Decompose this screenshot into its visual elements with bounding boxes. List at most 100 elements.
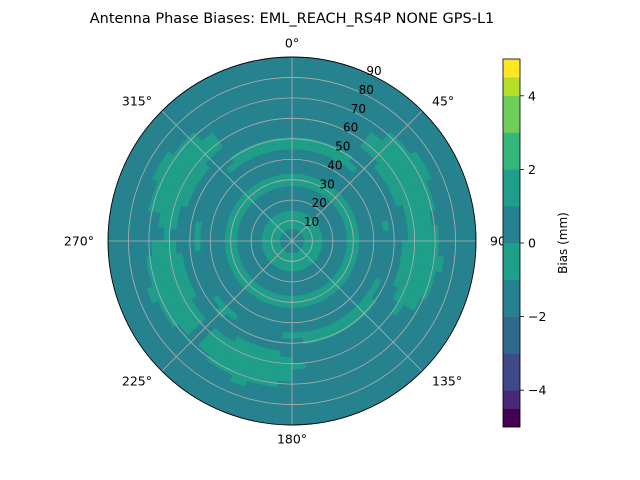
contour-cell [181, 229, 189, 242]
colorbar-level [502, 353, 521, 391]
contour-cell [285, 289, 293, 297]
colorbar-label: Bias (mm) [556, 212, 570, 274]
contour-cell [419, 226, 428, 242]
contour-cell [291, 130, 304, 138]
contour-cell [284, 301, 293, 309]
contour-cell [150, 225, 159, 242]
contour-cell [276, 93, 293, 102]
contour-cell [352, 233, 360, 242]
contour-cell [236, 234, 244, 242]
contour-cell [401, 240, 409, 254]
contour-cell [132, 240, 140, 259]
contour-cell [281, 142, 293, 150]
contour-cell [291, 160, 301, 169]
contour-cell [431, 240, 440, 257]
colorbar-tick-label: 2 [528, 162, 536, 177]
colorbar-tick-label: −2 [528, 309, 546, 324]
contour-cell [169, 227, 177, 242]
colorbar-level [502, 206, 521, 244]
contour-cell [199, 240, 207, 251]
contour-cell [236, 240, 244, 248]
angular-tick-label: 315° [122, 93, 152, 108]
contour-cell [291, 356, 306, 364]
contour-cell [389, 229, 397, 242]
contour-cell [401, 228, 409, 242]
contour-cell [370, 231, 379, 242]
contour-cell [280, 338, 293, 346]
contour-cell [340, 240, 348, 248]
radial-tick-label: 90 [366, 64, 381, 78]
contour-cell [181, 240, 189, 253]
contour-cell [291, 313, 301, 322]
contour-cell [274, 393, 293, 401]
contour-cell [199, 231, 207, 242]
contour-cell [328, 236, 336, 242]
colorbar-tick-label: −4 [528, 383, 546, 398]
colorbar-level [502, 58, 521, 78]
contour-cell [291, 154, 302, 163]
contour-cell [282, 148, 293, 156]
contour-cell [291, 136, 304, 144]
contour-cell [291, 271, 297, 279]
radial-tick-label: 20 [312, 196, 327, 210]
contour-cell [291, 81, 310, 89]
contour-cell [280, 344, 293, 352]
contour-cell [138, 240, 146, 258]
contour-cell [169, 240, 177, 255]
contour-cell [383, 240, 391, 252]
polar-frame [107, 56, 477, 426]
radial-tick-label: 10 [304, 215, 319, 229]
radial-tick-label: 80 [359, 83, 374, 97]
contour-cell [333, 230, 342, 237]
contour-cell [389, 240, 397, 253]
contour-cell [425, 225, 434, 242]
colorbar-level [502, 242, 521, 280]
colorbar: −4 −2 0 2 4 Bias (mm) [502, 58, 570, 428]
radial-tick-label: 40 [327, 158, 342, 172]
contour-cell [444, 240, 452, 259]
contour-cell [334, 235, 342, 242]
contour-cell [187, 229, 195, 242]
contour-cell [274, 81, 293, 89]
contour-cell [283, 307, 293, 315]
contour-cell [277, 105, 293, 114]
contour-cell [346, 234, 354, 242]
colorbar-tick-label: 0 [528, 236, 536, 251]
contour-cell [291, 301, 300, 309]
contour-cell [283, 160, 293, 169]
contour-cell [358, 232, 366, 242]
contour-cell [346, 240, 354, 248]
contour-cell [395, 240, 403, 253]
contour-cell [287, 197, 293, 205]
contour-cell [291, 167, 301, 175]
contour-cell [291, 173, 300, 181]
angular-tick-label: 270° [64, 234, 94, 249]
contour-cell [193, 240, 201, 252]
contour-cell [285, 295, 293, 303]
contour-cell [144, 240, 153, 257]
colorbar-tick-label: 4 [528, 88, 536, 103]
contour-cell [282, 319, 293, 328]
contour-cell [276, 374, 293, 383]
contour-cell [296, 282, 303, 291]
contour-cell [291, 350, 305, 358]
contour-cell [286, 191, 293, 199]
contour-cell [291, 265, 296, 272]
contour-cell [383, 230, 391, 242]
contour-cell [224, 240, 232, 249]
contour-cell [291, 142, 303, 150]
angular-tick-label: 225° [122, 374, 152, 389]
contour-cell [291, 387, 309, 395]
colorbar-levels [502, 58, 521, 428]
contour-cell [395, 229, 403, 242]
angular-tick-label: 0° [285, 36, 299, 51]
contour-cell [291, 99, 308, 108]
contour-cell [438, 240, 446, 258]
chart-title: Antenna Phase Biases: EML_REACH_RS4P NON… [90, 11, 495, 27]
contour-cell [175, 240, 183, 254]
contour-cell [218, 232, 226, 242]
contour-cell [291, 295, 299, 303]
contour-cell [193, 230, 201, 242]
angular-tick-label: 135° [432, 374, 462, 389]
